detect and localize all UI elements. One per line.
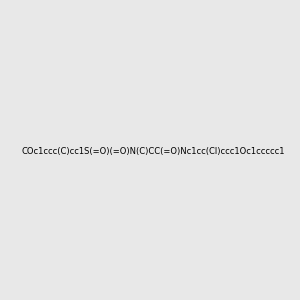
Text: COc1ccc(C)cc1S(=O)(=O)N(C)CC(=O)Nc1cc(Cl)ccc1Oc1ccccc1: COc1ccc(C)cc1S(=O)(=O)N(C)CC(=O)Nc1cc(Cl…	[22, 147, 286, 156]
